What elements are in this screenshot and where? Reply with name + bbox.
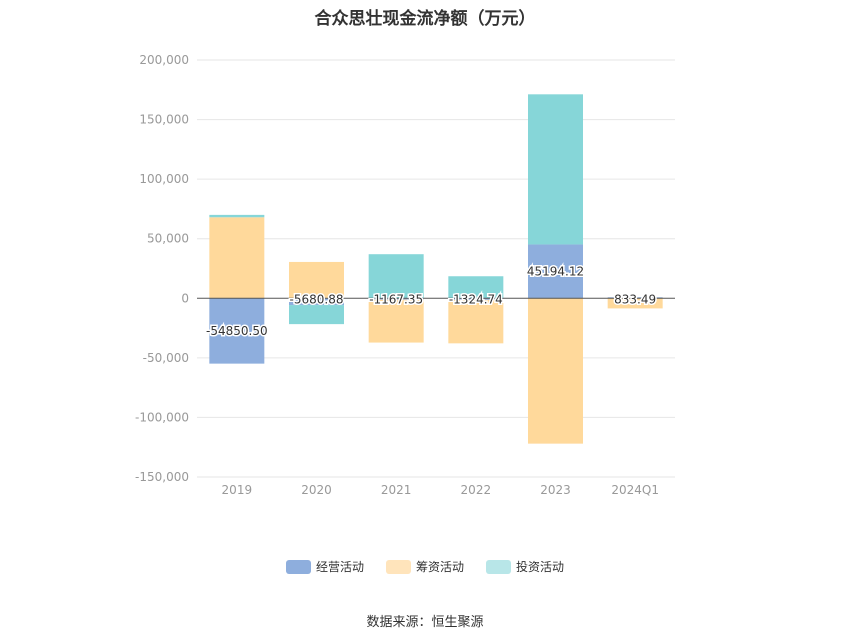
legend-item-financing[interactable]: 筹资活动 [385,558,464,575]
legend-label-investing: 投资活动 [516,560,565,574]
bar-segment[interactable] [448,299,504,344]
x-tick-label: 2023 [540,483,571,497]
bar-segment[interactable] [209,298,265,364]
x-tick-label: 2019 [222,483,253,497]
data-label: -1324.74 [449,292,503,306]
y-tick-label: 100,000 [139,172,189,186]
y-tick-label: 0 [181,291,189,305]
x-tick-label: 2020 [301,483,332,497]
legend: 经营活动 筹资活动 投资活动 [0,558,850,575]
data-labels: -54850.50 -5680.88 -1167.35 -1324.74 45194.1… [205,263,658,340]
bar-segment[interactable] [368,299,424,343]
bar-segment[interactable] [368,254,424,299]
legend-swatch-investing [486,559,511,574]
bar-segment[interactable] [528,244,583,299]
bar-segment[interactable] [448,276,504,299]
axis-ticks: 200,000 150,000 100,000 50,000 0 -50,000 -100,… [135,53,659,497]
y-tick-label: -150,000 [135,470,189,484]
bar-segment[interactable] [289,298,344,306]
x-tick-label: 2022 [461,483,492,497]
legend-swatch-operating [285,559,311,574]
bar-segment[interactable] [368,298,424,300]
y-tick-label: -100,000 [135,410,189,424]
bars [209,94,663,444]
y-tick-label: 50,000 [147,232,189,246]
source-note: 数据来源：恒生聚源 [366,615,484,630]
bar-segment[interactable] [289,261,344,299]
data-label: -54850.50 [206,324,268,338]
y-tick-label: 150,000 [139,113,189,127]
bar-segment[interactable] [528,94,583,245]
data-label: -1167.35 [369,292,423,306]
bar-segment[interactable] [209,217,265,299]
legend-swatch-financing [385,559,411,574]
legend-label-financing: 筹资活动 [415,560,464,574]
bar-segment[interactable] [289,305,344,325]
x-tick-label: 2021 [381,483,412,497]
bar-segment[interactable] [448,298,504,300]
bar-segment[interactable] [528,298,583,444]
legend-item-operating[interactable]: 经营活动 [285,558,364,575]
data-label: -5680.88 [290,292,344,306]
chart-title: 合众思壮现金流净额（万元） [314,9,536,29]
legend-item-investing[interactable]: 投资活动 [486,558,564,575]
data-label: 45194.12 [527,264,584,278]
bar-segment[interactable] [607,298,663,309]
grid-lines [197,59,675,478]
x-tick-label: 2024Q1 [611,483,659,497]
bar-segment[interactable] [209,214,265,218]
y-tick-label: -50,000 [143,351,189,365]
legend-label-operating: 经营活动 [315,560,364,574]
data-label: 833.49 [614,292,656,306]
y-tick-label: 200,000 [139,53,189,67]
